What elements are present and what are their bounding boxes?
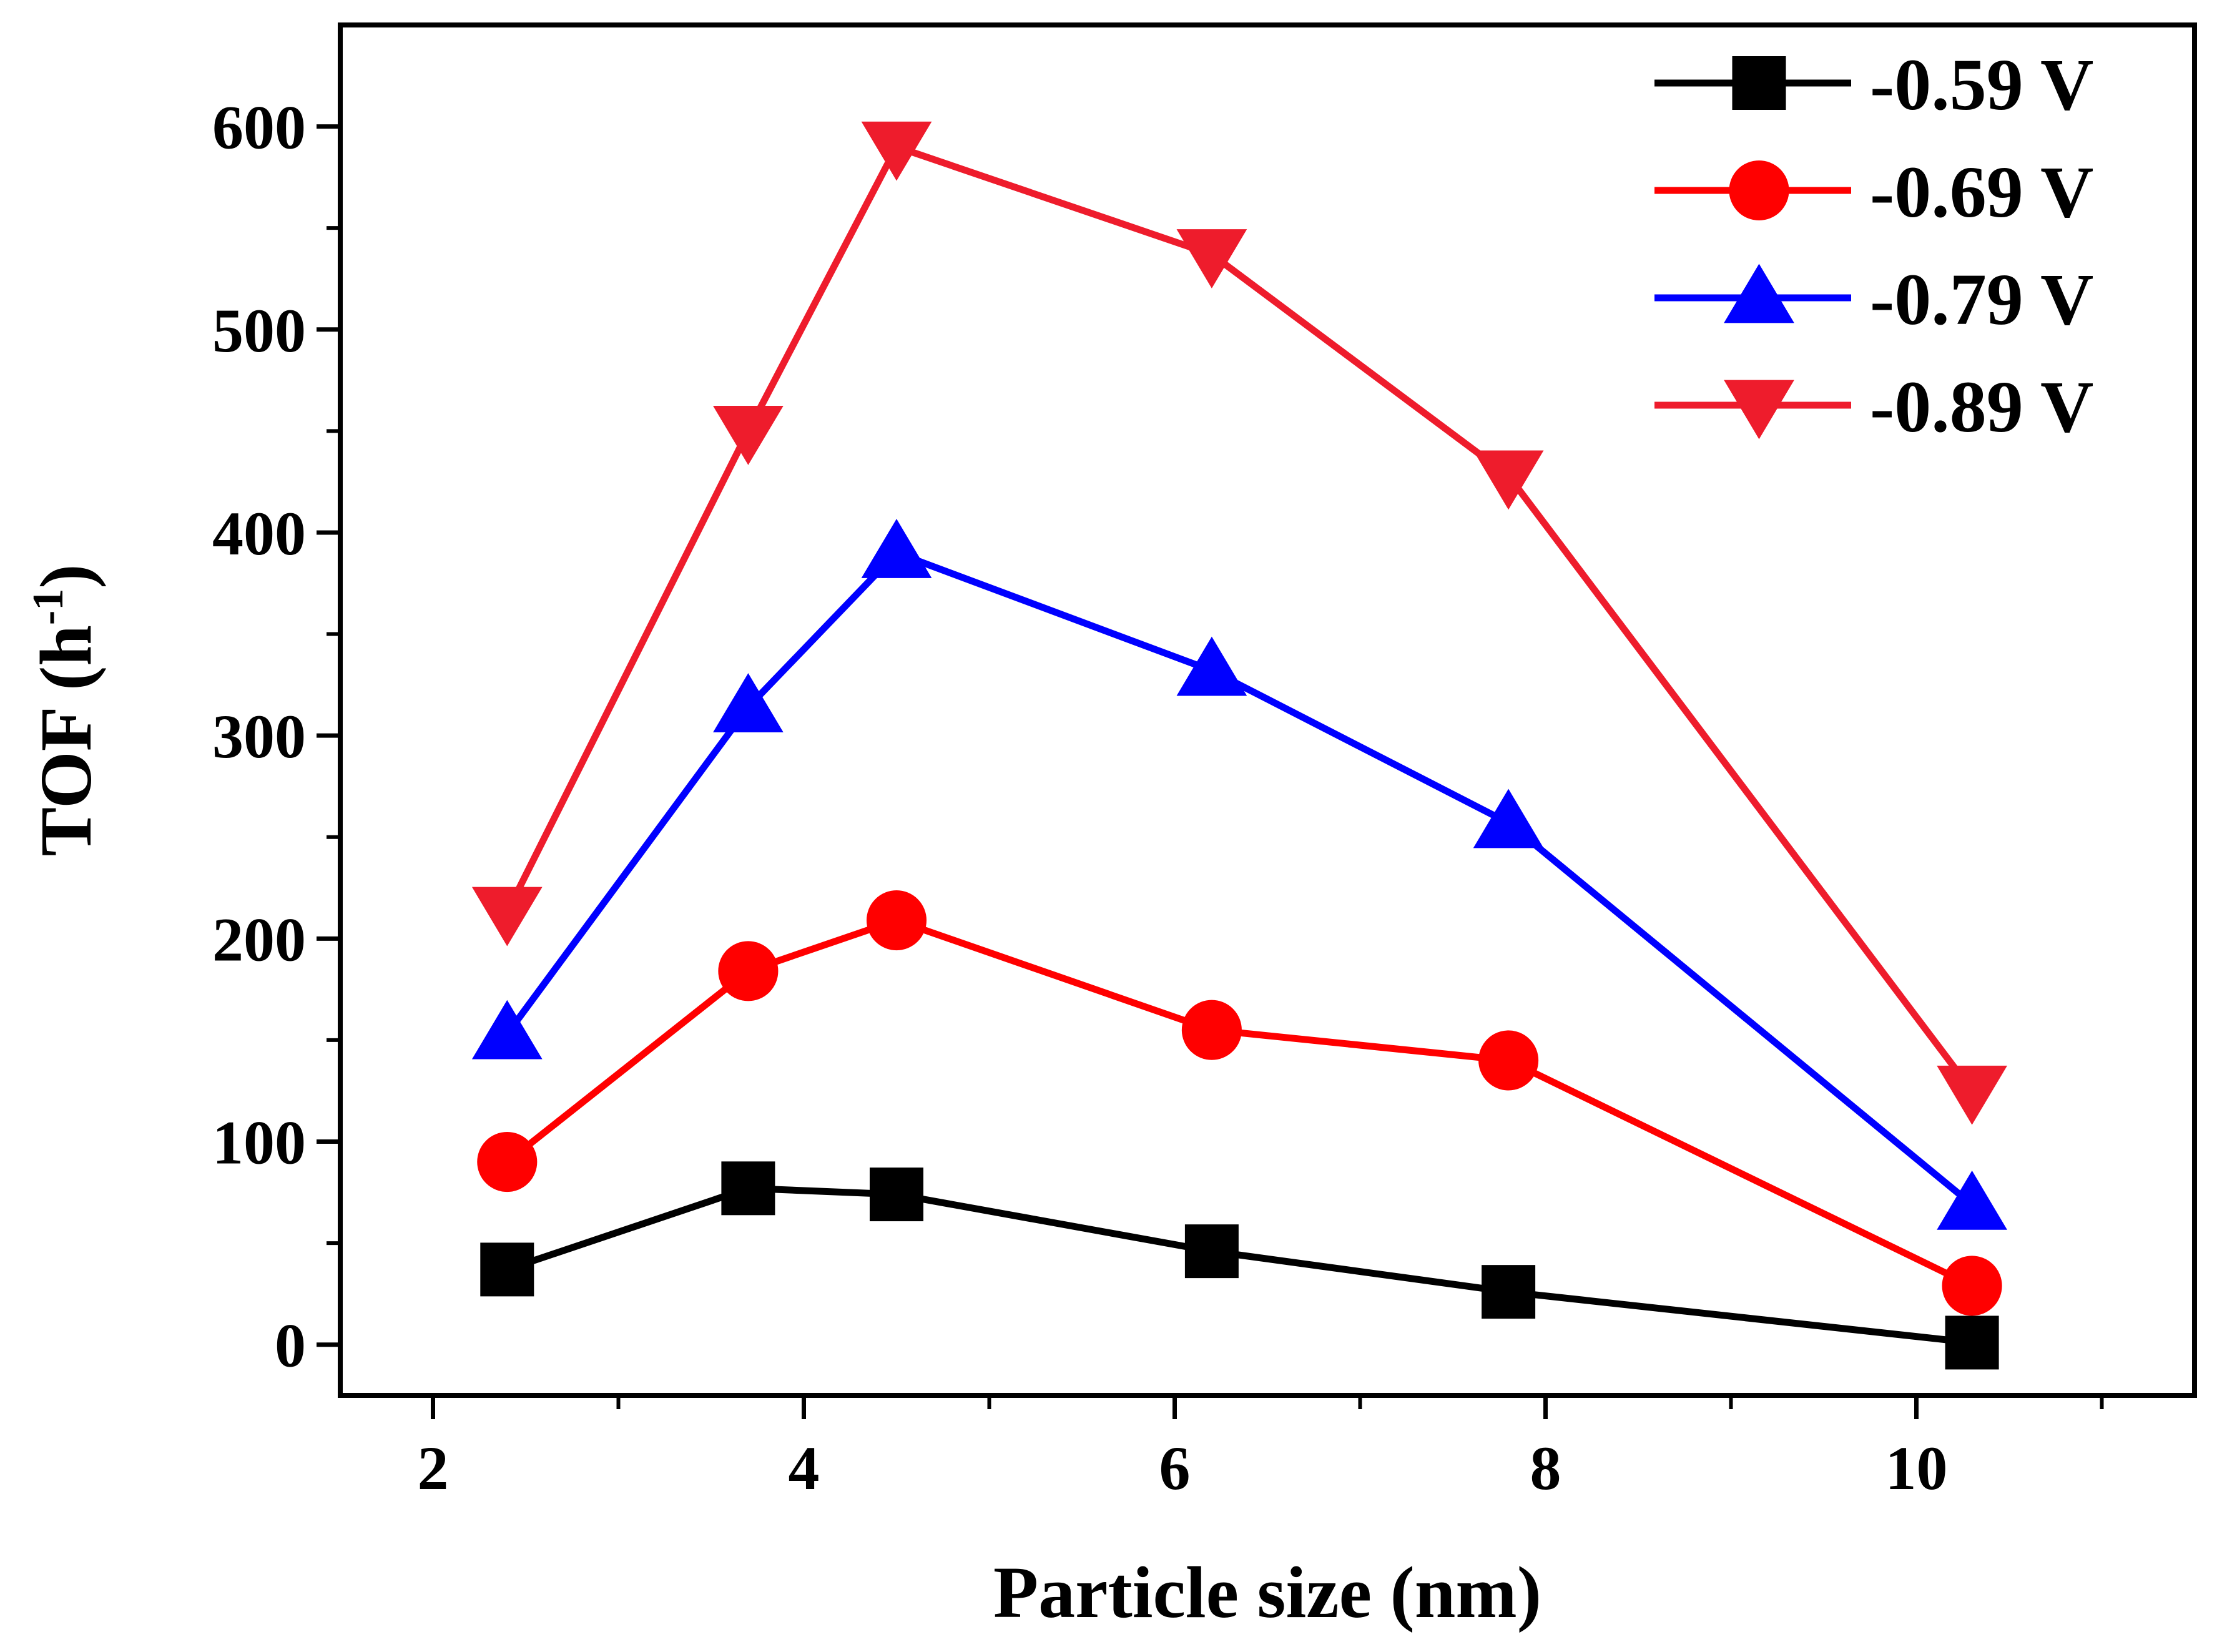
y-tick-label: 600	[212, 93, 306, 162]
x-tick-label: 4	[789, 1433, 820, 1503]
y-tick-label: 300	[212, 702, 306, 771]
data-point	[861, 519, 932, 578]
data-point	[1937, 1170, 2007, 1230]
y-tick-label: 0	[275, 1311, 306, 1380]
legend-marker	[1724, 380, 1794, 440]
legend-label: -0.59 V	[1870, 44, 2093, 125]
data-point	[721, 1161, 775, 1216]
y-axis-label: TOF (h-1)	[24, 564, 107, 856]
series-layer	[471, 121, 2007, 1370]
data-point	[718, 941, 779, 1001]
legend-marker	[1724, 263, 1794, 323]
legend-marker	[1729, 160, 1789, 221]
x-tick-label: 10	[1885, 1433, 1948, 1503]
y-tick-label: 200	[212, 905, 306, 974]
data-point	[1937, 1065, 2007, 1125]
legend-item: -0.69 V	[1654, 151, 2093, 233]
data-point	[1473, 789, 1544, 848]
x-axis-label: Particle size (nm)	[993, 1551, 1541, 1633]
y-axis-label-superscript: -1	[24, 589, 72, 625]
series-4	[471, 121, 2007, 1125]
data-point	[1942, 1256, 2002, 1316]
data-point	[471, 1000, 543, 1060]
data-point	[870, 1168, 923, 1222]
data-point	[861, 121, 932, 181]
plot-frame	[338, 22, 2197, 1398]
y-axis-label-close: )	[25, 564, 107, 588]
data-point	[1184, 1224, 1239, 1279]
series-1	[480, 1161, 1999, 1370]
series-line	[504, 549, 1975, 1207]
series-line	[506, 1184, 1973, 1346]
legend-item: -0.79 V	[1654, 258, 2093, 340]
y-tick-label: 100	[212, 1108, 306, 1178]
data-point	[1473, 450, 1544, 510]
x-tick-label: 6	[1159, 1433, 1191, 1503]
y-axis-label-main: TOF (h	[25, 625, 107, 856]
y-tick-label: 500	[212, 296, 306, 365]
data-point	[1482, 1265, 1536, 1319]
series-3	[471, 519, 2007, 1230]
x-tick-label: 8	[1530, 1433, 1561, 1503]
data-point	[1176, 229, 1247, 288]
data-point	[480, 1242, 534, 1297]
series-line	[504, 917, 1974, 1289]
legend-item: -0.89 V	[1654, 366, 2093, 448]
legend-marker	[1732, 56, 1786, 110]
x-tick-label: 2	[418, 1433, 449, 1503]
legend-item: -0.59 V	[1654, 44, 2093, 125]
data-point	[471, 887, 543, 946]
data-point	[713, 673, 784, 732]
plot-area	[338, 22, 2197, 1398]
legend-label: -0.79 V	[1870, 258, 2093, 340]
legend-label: -0.89 V	[1870, 366, 2093, 448]
legend: -0.59 V -0.69 V -0.79 V -0.89 V	[1654, 44, 2093, 448]
data-point	[866, 890, 927, 951]
data-point	[477, 1131, 538, 1192]
data-point	[1945, 1315, 1999, 1370]
series-2	[477, 890, 2002, 1316]
data-point	[1176, 636, 1247, 696]
y-tick-label: 400	[212, 499, 306, 568]
series-line	[504, 143, 1975, 1093]
data-point	[713, 405, 784, 465]
data-point	[1181, 1000, 1242, 1060]
legend-label: -0.69 V	[1870, 151, 2093, 233]
data-point	[1478, 1030, 1539, 1091]
